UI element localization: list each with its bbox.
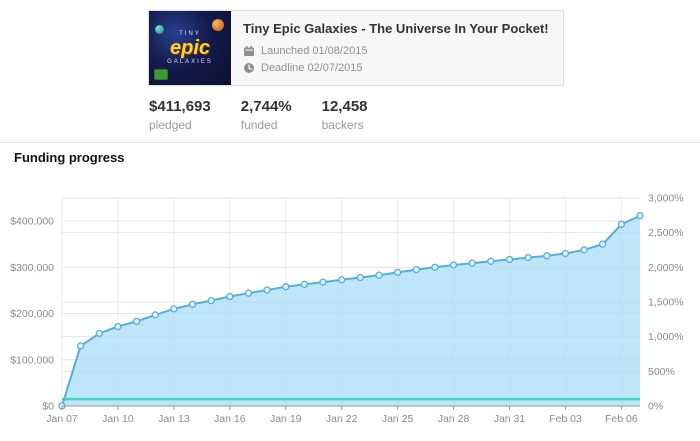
clock-icon — [243, 62, 255, 74]
svg-text:$100,000: $100,000 — [10, 354, 54, 366]
svg-text:500%: 500% — [648, 366, 675, 378]
svg-text:Jan 13: Jan 13 — [158, 413, 190, 425]
svg-text:Jan 28: Jan 28 — [438, 413, 470, 425]
stat-pledged: $411,693 pledged — [149, 98, 211, 132]
svg-text:Feb 03: Feb 03 — [549, 413, 582, 425]
launched-label: Launched 01/08/2015 — [261, 45, 368, 57]
svg-text:2,500%: 2,500% — [648, 227, 684, 239]
svg-text:0%: 0% — [648, 401, 663, 413]
data-point-markers — [58, 212, 644, 410]
funded-value: 2,744% — [240, 98, 292, 115]
svg-text:2,000%: 2,000% — [648, 262, 684, 274]
box-art-line2: epic — [169, 37, 211, 59]
backers-value: 12,458 — [321, 98, 368, 115]
stats-row: $411,693 pledged 2,744% funded 12,458 ba… — [149, 98, 368, 132]
svg-text:Jan 19: Jan 19 — [270, 413, 302, 425]
funding-chart: $0 $100,000 $200,000 $300,000 $400,000 0% 500%… — [0, 178, 700, 436]
box-art-logo: TINY epic GALAXIES — [149, 11, 231, 85]
game-thumbnail[interactable]: TINY epic GALAXIES — [149, 11, 231, 85]
section-divider — [0, 142, 700, 143]
svg-text:$400,000: $400,000 — [10, 216, 54, 228]
deadline-label: Deadline 02/07/2015 — [261, 62, 363, 74]
svg-text:Jan 16: Jan 16 — [214, 413, 246, 425]
y-axis-right-labels: 0% 500% 1,000% 1,500% 2,000% 2,500% 3,000% — [648, 193, 684, 413]
stat-funded: 2,744% funded — [241, 98, 292, 132]
project-info: Tiny Epic Galaxies - The Universe In You… — [231, 11, 561, 85]
svg-text:Jan 07: Jan 07 — [46, 413, 78, 425]
svg-text:Jan 25: Jan 25 — [382, 413, 414, 425]
funding-area — [62, 215, 640, 406]
deadline-row: Deadline 02/07/2015 — [243, 62, 549, 74]
svg-text:$300,000: $300,000 — [10, 262, 54, 274]
stat-backers: 12,458 backers — [322, 98, 368, 132]
funding-chart-svg: $0 $100,000 $200,000 $300,000 $400,000 0% 500%… — [10, 193, 684, 426]
svg-text:Jan 31: Jan 31 — [494, 413, 526, 425]
svg-text:$200,000: $200,000 — [10, 308, 54, 320]
funding-progress-heading: Funding progress — [14, 150, 125, 165]
pledged-label: pledged — [149, 118, 192, 132]
project-title[interactable]: Tiny Epic Galaxies - The Universe In You… — [243, 21, 549, 36]
x-axis-labels: Jan 07 Jan 10 Jan 13 Jan 16 Jan 19 Jan 22 Jan … — [46, 413, 638, 425]
box-art-line3: GALAXIES — [167, 59, 213, 65]
box-art-line1: TINY — [179, 31, 201, 37]
calendar-icon — [243, 45, 255, 57]
svg-text:$0: $0 — [42, 401, 54, 413]
svg-text:1,000%: 1,000% — [648, 331, 684, 343]
publisher-badge — [154, 69, 168, 80]
backers-label: backers — [321, 118, 364, 132]
project-card: TINY epic GALAXIES Tiny Epic Galaxies - … — [148, 10, 564, 86]
funded-label: funded — [240, 118, 278, 132]
planet-art — [155, 25, 164, 34]
pledged-value: $411,693 — [149, 98, 211, 115]
svg-text:Jan 22: Jan 22 — [326, 413, 358, 425]
x-axis — [61, 405, 640, 410]
svg-text:1,500%: 1,500% — [648, 297, 684, 309]
svg-text:3,000%: 3,000% — [648, 193, 684, 205]
y-axis-left-labels: $0 $100,000 $200,000 $300,000 $400,000 — [10, 216, 54, 413]
planet-art — [212, 19, 224, 31]
launched-row: Launched 01/08/2015 — [243, 45, 549, 57]
svg-text:Jan 10: Jan 10 — [102, 413, 134, 425]
svg-text:Feb 06: Feb 06 — [605, 413, 638, 425]
